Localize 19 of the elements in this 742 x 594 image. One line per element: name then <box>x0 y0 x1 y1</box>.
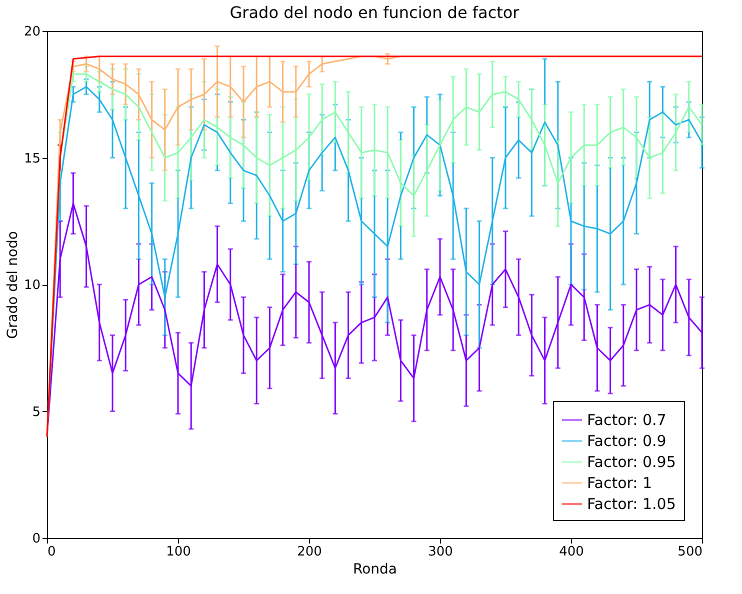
legend-label: Factor: 0.95 <box>587 453 676 471</box>
y-tick-label: 5 <box>32 404 40 420</box>
y-tick-label: 10 <box>24 278 40 293</box>
x-tick-label: 300 <box>428 544 453 560</box>
legend-label: Factor: 0.9 <box>587 432 666 450</box>
x-tick-label: 0 <box>48 544 56 560</box>
legend-label: Factor: 1 <box>587 474 652 492</box>
y-tick-label: 15 <box>24 151 40 166</box>
y-axis-title: Grado del nodo <box>4 231 21 339</box>
x-tick-label: 400 <box>559 544 584 560</box>
x-tick-label: 500 <box>678 544 702 560</box>
legend-label: Factor: 1.05 <box>587 495 676 513</box>
x-tick-label: 200 <box>297 544 322 560</box>
x-axis-title: Ronda <box>352 562 398 578</box>
y-tick-label: 20 <box>24 24 40 40</box>
legend-label: Factor: 0.7 <box>587 411 666 429</box>
chart-title: Grado del nodo en funcion de factor <box>230 3 520 22</box>
y-tick-label: 0 <box>32 532 40 546</box>
x-tick-label: 100 <box>166 544 191 560</box>
